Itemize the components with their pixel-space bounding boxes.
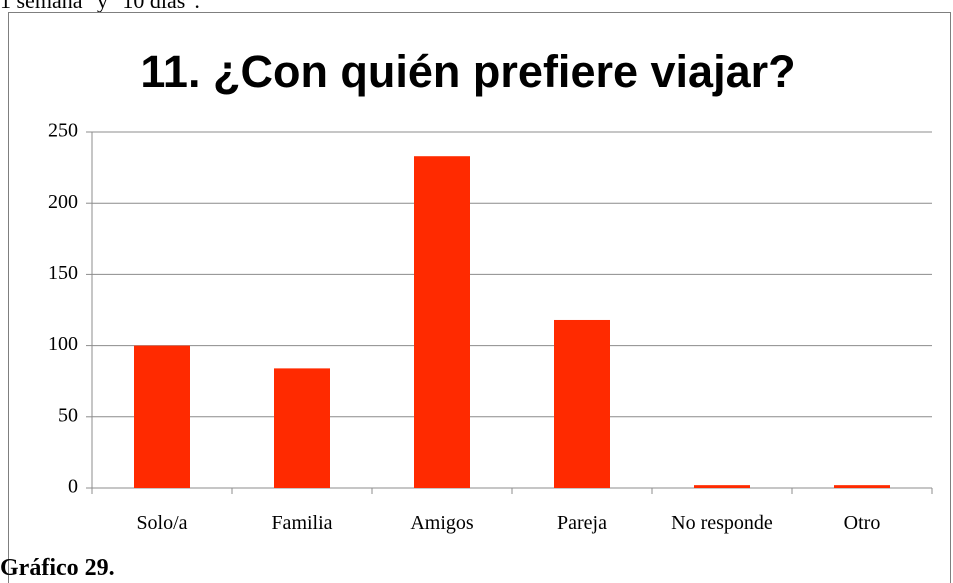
bar — [694, 485, 750, 488]
bar — [274, 368, 330, 488]
y-tick-label: 150 — [48, 262, 78, 284]
x-tick-label: Amigos — [410, 512, 474, 534]
x-tick-label: Familia — [271, 512, 333, 534]
top-line: 1 semana" y "10 días". — [0, 0, 200, 13]
y-tick-label: 100 — [48, 333, 78, 355]
chart-frame — [8, 12, 951, 583]
bar — [554, 319, 610, 488]
caption: Gráfico 29. — [0, 555, 115, 581]
y-tick-label: 0 — [68, 476, 78, 498]
x-tick-label: No responde — [671, 512, 773, 534]
bar — [834, 485, 890, 488]
y-tick-label: 50 — [58, 404, 78, 426]
bar — [414, 156, 470, 488]
x-tick-label: Solo/a — [136, 512, 188, 534]
chart-title: 11. ¿Con quién prefiere viajar? — [140, 46, 795, 97]
x-tick-label: Otro — [843, 512, 881, 534]
y-tick-label: 200 — [48, 191, 78, 213]
y-tick-label: 250 — [48, 120, 78, 142]
bar — [134, 345, 190, 488]
x-tick-label: Pareja — [557, 512, 607, 534]
